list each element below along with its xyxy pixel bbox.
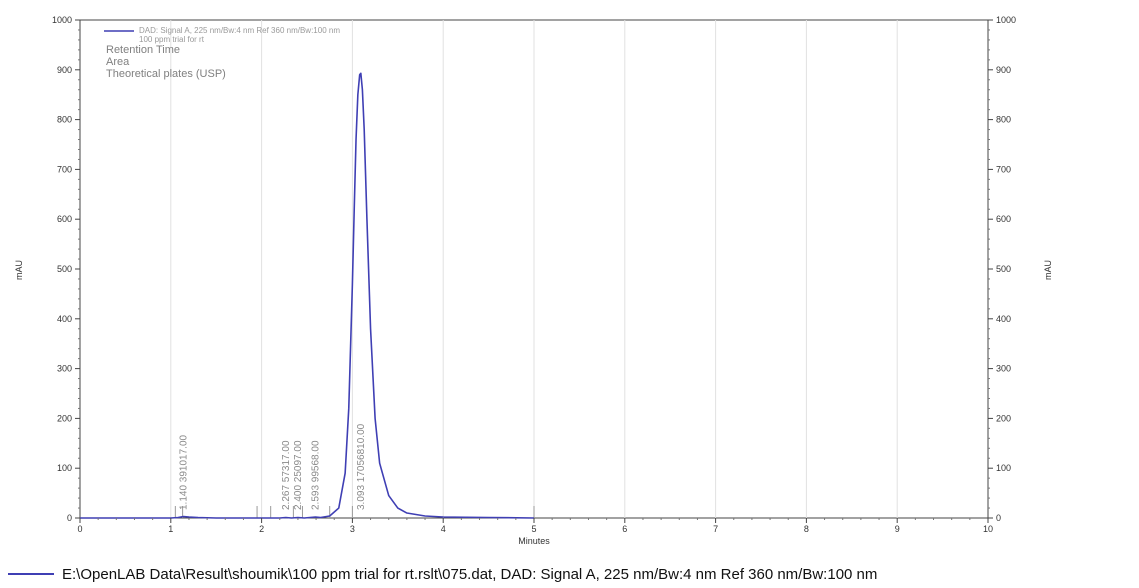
y-tick-label-right: 1000 — [996, 15, 1016, 25]
x-tick-label: 1 — [168, 524, 173, 534]
y-tick-label-right: 100 — [996, 463, 1011, 473]
chart-footer: E:\OpenLAB Data\Result\shoumik\100 ppm t… — [0, 562, 1139, 586]
y-tick-label-left: 800 — [57, 115, 72, 125]
x-tick-label: 7 — [713, 524, 718, 534]
y-tick-label-right: 900 — [996, 65, 1011, 75]
peak-label: 2.267 57317.00 — [281, 440, 292, 510]
x-tick-label: 4 — [441, 524, 446, 534]
x-tick-label: 6 — [622, 524, 627, 534]
integration-marks — [174, 506, 535, 518]
y-tick-label-right: 0 — [996, 513, 1001, 523]
y-tick-label-right: 800 — [996, 115, 1011, 125]
y-tick-label-left: 0 — [67, 513, 72, 523]
x-tick-label: 8 — [804, 524, 809, 534]
y-tick-label-left: 300 — [57, 364, 72, 374]
y-axis-title-left: mAU — [14, 260, 24, 280]
x-axis-title: Minutes — [518, 536, 550, 546]
footer-series-line-icon — [8, 573, 54, 575]
series-layer — [80, 72, 535, 519]
y-tick-label-right: 400 — [996, 314, 1011, 324]
x-tick-label: 2 — [259, 524, 264, 534]
x-tick-label: 10 — [983, 524, 993, 534]
peak-label: 1.140 391017.00 — [179, 434, 190, 510]
x-tick-label: 5 — [531, 524, 536, 534]
info-theoretical-plates: Theoretical plates (USP) — [106, 68, 226, 80]
peak-label: 2.593 99568.00 — [310, 440, 321, 510]
y-tick-label-left: 900 — [57, 65, 72, 75]
y-tick-label-right: 200 — [996, 413, 1011, 423]
peak-label-layer: 1.140 391017.00 2.267 57317.00 2.400 25097… — [179, 423, 367, 510]
grid-layer — [170, 20, 898, 518]
y-tick-label-left: 400 — [57, 314, 72, 324]
y-tick-label-left: 200 — [57, 413, 72, 423]
y-axis-title-right: mAU — [1043, 260, 1053, 280]
legend-entry-line2: 100 ppm trial for rt — [139, 35, 205, 44]
peak-label: 3.093 17056810.00 — [356, 423, 367, 510]
series-line — [80, 72, 535, 519]
footer-file-path: E:\OpenLAB Data\Result\shoumik\100 ppm t… — [62, 565, 878, 583]
y-tick-label-left: 600 — [57, 214, 72, 224]
x-tick-label: 0 — [77, 524, 82, 534]
info-retention-time: Retention Time — [106, 44, 180, 56]
y-tick-label-left: 500 — [57, 264, 72, 274]
y-tick-label-right: 700 — [996, 164, 1011, 174]
info-area: Area — [106, 56, 130, 68]
x-tick-label: 3 — [350, 524, 355, 534]
peak-label: 2.400 25097.00 — [293, 440, 304, 510]
x-tick-label: 9 — [895, 524, 900, 534]
y-tick-label-right: 300 — [996, 364, 1011, 374]
y-tick-label-left: 700 — [57, 164, 72, 174]
y-tick-label-right: 600 — [996, 214, 1011, 224]
legend-entry-line1: DAD: Signal A, 225 nm/Bw:4 nm Ref 360 nm… — [139, 26, 340, 35]
y-tick-label-left: 100 — [57, 463, 72, 473]
y-tick-label-left: 1000 — [52, 15, 72, 25]
y-tick-label-right: 500 — [996, 264, 1011, 274]
